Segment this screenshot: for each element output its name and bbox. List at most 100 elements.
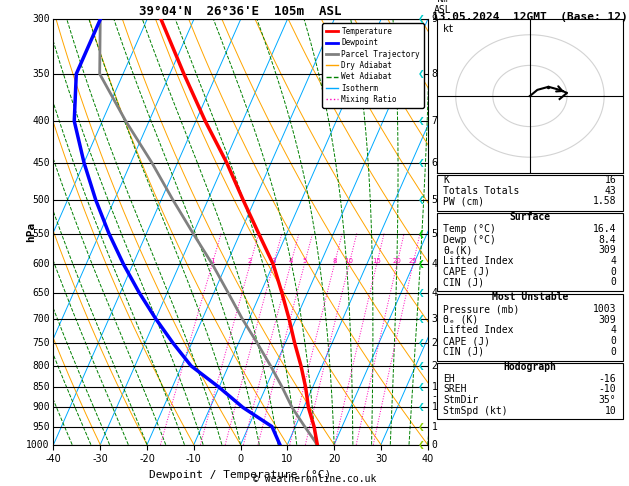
- Text: ❮: ❮: [418, 440, 425, 450]
- Text: 3: 3: [271, 258, 276, 264]
- Text: hPa: hPa: [26, 222, 36, 242]
- Text: 15: 15: [372, 258, 381, 264]
- Text: -LCL: -LCL: [431, 391, 455, 400]
- Text: 2: 2: [431, 338, 437, 348]
- Text: CIN (J): CIN (J): [443, 278, 484, 287]
- Text: 6: 6: [431, 157, 437, 168]
- Text: Lifted Index: Lifted Index: [443, 326, 514, 335]
- Text: 2: 2: [248, 258, 252, 264]
- Text: 1: 1: [431, 382, 437, 392]
- Text: 16: 16: [604, 175, 616, 185]
- Text: 4: 4: [431, 288, 437, 297]
- Text: 1: 1: [431, 421, 437, 432]
- Text: 10: 10: [345, 258, 353, 264]
- Text: 4: 4: [289, 258, 293, 264]
- Text: ❮: ❮: [418, 338, 425, 348]
- Text: Lifted Index: Lifted Index: [443, 256, 514, 266]
- Text: 309: 309: [599, 245, 616, 255]
- Text: Most Unstable: Most Unstable: [492, 293, 568, 302]
- Text: Hodograph: Hodograph: [503, 362, 557, 372]
- Text: SREH: SREH: [443, 384, 467, 394]
- Text: -16: -16: [599, 374, 616, 383]
- Text: 500: 500: [32, 195, 50, 205]
- Text: 8: 8: [431, 69, 437, 79]
- Text: ❮: ❮: [418, 195, 425, 205]
- Text: kt: kt: [443, 24, 455, 34]
- Text: © weatheronline.co.uk: © weatheronline.co.uk: [253, 473, 376, 484]
- Text: ❮: ❮: [418, 382, 425, 392]
- Text: StmSpd (kt): StmSpd (kt): [443, 406, 508, 416]
- Text: Totals Totals: Totals Totals: [443, 186, 520, 195]
- Text: 43: 43: [604, 186, 616, 195]
- Text: 5: 5: [431, 228, 437, 239]
- Text: 1000: 1000: [26, 440, 50, 450]
- Text: 300: 300: [32, 15, 50, 24]
- Text: PW (cm): PW (cm): [443, 196, 484, 206]
- Text: ❮: ❮: [418, 116, 425, 126]
- Text: 20: 20: [392, 258, 401, 264]
- Text: θₑ(K): θₑ(K): [443, 245, 473, 255]
- Text: 900: 900: [32, 402, 50, 413]
- Text: Surface: Surface: [509, 212, 550, 222]
- Text: 13.05.2024  12GMT  (Base: 12): 13.05.2024 12GMT (Base: 12): [432, 12, 628, 22]
- Text: StmDir: StmDir: [443, 395, 479, 405]
- Text: ❮: ❮: [418, 157, 425, 168]
- Text: ❮: ❮: [418, 288, 425, 297]
- Text: ❮: ❮: [418, 421, 425, 432]
- Text: 0: 0: [611, 267, 616, 277]
- Text: 1003: 1003: [593, 304, 616, 314]
- Text: Mixing Ratio (g/kg): Mixing Ratio (g/kg): [467, 176, 477, 288]
- Text: ❮: ❮: [418, 228, 425, 239]
- Text: ❮: ❮: [418, 69, 425, 79]
- Text: CAPE (J): CAPE (J): [443, 267, 491, 277]
- Text: ❮: ❮: [418, 259, 425, 269]
- Text: ❮: ❮: [418, 361, 425, 371]
- Text: EH: EH: [443, 374, 455, 383]
- Text: K: K: [443, 175, 449, 185]
- Text: 2: 2: [431, 361, 437, 371]
- Text: CAPE (J): CAPE (J): [443, 336, 491, 346]
- Text: 8.4: 8.4: [599, 235, 616, 244]
- Text: 4: 4: [611, 256, 616, 266]
- Text: 309: 309: [599, 315, 616, 325]
- Title: 39°04'N  26°36'E  105m  ASL: 39°04'N 26°36'E 105m ASL: [140, 5, 342, 18]
- Text: 3: 3: [431, 313, 437, 324]
- Text: 750: 750: [32, 338, 50, 348]
- Text: 4: 4: [611, 326, 616, 335]
- Text: 800: 800: [32, 361, 50, 371]
- Text: 4: 4: [431, 259, 437, 269]
- Text: 350: 350: [32, 69, 50, 79]
- Text: 400: 400: [32, 116, 50, 126]
- Text: km
ASL: km ASL: [434, 0, 452, 15]
- Text: 1: 1: [431, 402, 437, 413]
- Text: -10: -10: [599, 384, 616, 394]
- Text: Pressure (mb): Pressure (mb): [443, 304, 520, 314]
- Text: 600: 600: [32, 259, 50, 269]
- Text: 7: 7: [431, 116, 437, 126]
- Text: ❮: ❮: [418, 15, 425, 24]
- Text: 25: 25: [409, 258, 417, 264]
- Text: 650: 650: [32, 288, 50, 297]
- Text: 950: 950: [32, 421, 50, 432]
- Text: 450: 450: [32, 157, 50, 168]
- Text: Dewp (°C): Dewp (°C): [443, 235, 496, 244]
- Text: 0: 0: [431, 440, 437, 450]
- Text: 700: 700: [32, 313, 50, 324]
- Text: ❮: ❮: [418, 402, 425, 413]
- Text: θₑ (K): θₑ (K): [443, 315, 479, 325]
- Legend: Temperature, Dewpoint, Parcel Trajectory, Dry Adiabat, Wet Adiabat, Isotherm, Mi: Temperature, Dewpoint, Parcel Trajectory…: [322, 23, 424, 107]
- Text: 9: 9: [431, 15, 437, 24]
- Text: 1.58: 1.58: [593, 196, 616, 206]
- Text: Temp (°C): Temp (°C): [443, 224, 496, 234]
- Text: CIN (J): CIN (J): [443, 347, 484, 357]
- Text: 0: 0: [611, 278, 616, 287]
- Text: 550: 550: [32, 228, 50, 239]
- Text: 0: 0: [611, 347, 616, 357]
- Text: 1: 1: [210, 258, 214, 264]
- Text: 5: 5: [302, 258, 306, 264]
- Text: 16.4: 16.4: [593, 224, 616, 234]
- X-axis label: Dewpoint / Temperature (°C): Dewpoint / Temperature (°C): [150, 470, 331, 480]
- Text: 8: 8: [332, 258, 337, 264]
- Text: 850: 850: [32, 382, 50, 392]
- Text: 10: 10: [604, 406, 616, 416]
